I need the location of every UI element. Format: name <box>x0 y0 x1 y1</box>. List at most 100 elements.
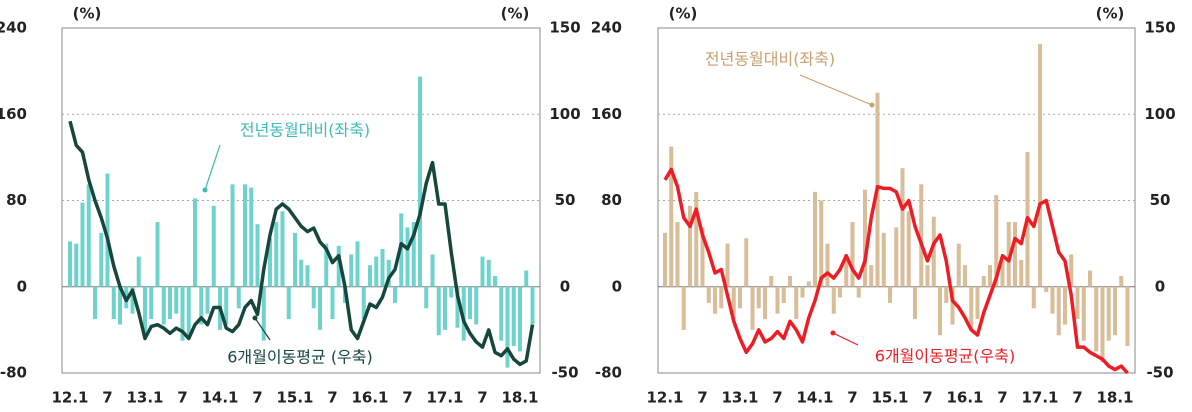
bar <box>136 256 141 287</box>
y2-tick-label: -50 <box>1146 364 1173 382</box>
annotation-arrow <box>832 332 859 346</box>
bar <box>305 265 310 287</box>
bar <box>374 256 379 287</box>
bar <box>1100 286 1105 363</box>
bar <box>675 222 680 287</box>
y-tick-label: 80 <box>6 191 27 209</box>
bar <box>474 286 479 325</box>
bar <box>1113 286 1117 336</box>
bar <box>925 265 930 287</box>
bar <box>243 184 247 287</box>
bar <box>906 211 911 287</box>
bar <box>706 286 711 303</box>
y-axis-unit: (%) <box>669 5 698 23</box>
bar <box>731 286 736 320</box>
x-tick-label: 7 <box>697 389 707 407</box>
bar <box>518 286 522 352</box>
bar <box>349 254 354 287</box>
bar <box>280 211 285 287</box>
bar <box>1081 286 1086 341</box>
bar <box>118 286 122 325</box>
bar <box>719 286 724 309</box>
bar <box>681 286 686 330</box>
x-tick-label: 7 <box>922 389 932 407</box>
bar <box>405 227 410 287</box>
bar <box>688 205 692 287</box>
y2-tick-label: 50 <box>1150 191 1171 209</box>
bar <box>750 286 755 330</box>
x-tick-label: 16.1 <box>946 389 983 407</box>
bar <box>831 286 836 314</box>
annotation-arrowhead <box>202 187 208 193</box>
bar <box>480 256 485 287</box>
bar <box>1056 286 1061 336</box>
bar <box>981 275 986 287</box>
bar <box>1069 254 1074 287</box>
bar <box>511 286 516 347</box>
bar <box>436 286 441 336</box>
bar <box>956 243 961 287</box>
bar <box>493 275 497 287</box>
bar <box>1063 286 1067 325</box>
x-tick-label: 7 <box>997 389 1007 407</box>
y-tick-label: -80 <box>0 364 27 382</box>
series-annotation: 6개월이동평균(우축) <box>875 347 1015 366</box>
bar <box>386 259 391 287</box>
bar <box>80 202 85 287</box>
bar <box>274 222 279 287</box>
x-tick-label: 12.1 <box>646 389 683 407</box>
bar <box>1075 286 1080 320</box>
bar <box>193 198 197 287</box>
y-tick-label: 160 <box>0 105 27 123</box>
y-tick-label: 80 <box>601 191 622 209</box>
bar <box>1119 275 1124 287</box>
bar <box>380 249 385 287</box>
bar <box>261 286 266 341</box>
bar <box>330 286 335 320</box>
annotation-arrowhead <box>869 102 875 108</box>
y2-tick-label: -50 <box>551 364 578 382</box>
bar <box>336 245 341 287</box>
bar <box>249 187 254 287</box>
bar <box>1094 286 1099 352</box>
bar <box>694 191 699 287</box>
bar <box>86 184 91 287</box>
x-tick-label: 17.1 <box>1021 389 1058 407</box>
bar <box>393 286 397 303</box>
bar <box>669 146 674 287</box>
x-tick-label: 18.1 <box>501 389 538 407</box>
y2-tick-label: 150 <box>549 19 580 37</box>
bar <box>524 270 529 287</box>
bar <box>486 259 491 287</box>
bar <box>1013 222 1017 287</box>
bar <box>1125 286 1130 347</box>
y2-axis-unit: (%) <box>501 5 530 23</box>
bar <box>1050 286 1055 314</box>
bar <box>744 238 749 287</box>
bar <box>894 227 899 287</box>
bar <box>856 286 861 298</box>
bar <box>788 275 792 287</box>
bar <box>174 286 179 314</box>
bar <box>211 205 216 287</box>
annotation-arrowhead <box>830 330 836 336</box>
bar <box>781 286 786 303</box>
bar <box>963 265 967 287</box>
line <box>68 120 535 367</box>
bar <box>268 238 272 287</box>
y-axis-unit: (%) <box>73 5 102 23</box>
y-tick-label: 240 <box>0 19 27 37</box>
bar <box>900 168 905 287</box>
x-tick-label: 7 <box>252 389 262 407</box>
bar <box>1038 44 1042 287</box>
bar <box>199 286 204 325</box>
bar <box>143 286 147 336</box>
bar <box>368 265 372 287</box>
bar <box>938 286 942 336</box>
bar <box>311 286 316 309</box>
bar <box>111 286 116 320</box>
bar <box>1019 259 1024 287</box>
bar <box>725 243 730 287</box>
bar <box>468 286 472 320</box>
annotation-arrow <box>254 317 271 341</box>
